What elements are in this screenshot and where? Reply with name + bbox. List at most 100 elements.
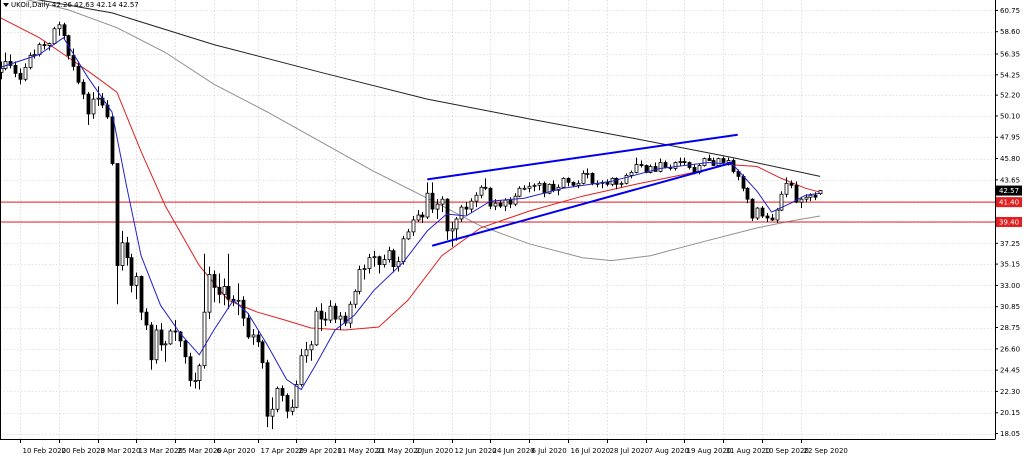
candle-body [624,175,629,184]
candle-body [76,65,81,83]
candle-body [770,217,775,221]
chart-title: UKOil,Daily 42.26 42.63 42.14 42.57 [11,1,139,9]
candle-body [377,256,382,265]
candle-body [62,24,67,37]
candle-body [474,194,479,202]
candle-body [91,98,96,115]
y-tick-label: 60.75 [1000,7,1020,15]
x-tick-label: 10 Sep 2020 [765,447,809,455]
candle-body [425,192,430,218]
candle-body [522,187,527,190]
y-tick-label: 54.25 [1000,71,1020,79]
x-tick-label: 21 May 2020 [377,447,423,455]
candle-body [702,158,707,166]
candle-body [692,167,697,173]
candle-body [483,186,488,189]
x-tick-label: 6 Apr 2020 [217,447,256,455]
x-tick-label: 31 Aug 2020 [726,447,771,455]
candle-body [488,187,493,207]
candle-body [469,200,474,210]
candle-body [154,329,159,361]
candle-body [435,203,440,210]
y-tick-label: 58.60 [1000,28,1020,36]
candle-body [42,44,47,46]
candle-body [226,285,231,300]
candle-body [804,196,809,200]
candle-body [139,276,144,313]
price-label: 39.40 [999,218,1019,226]
ma-mid-layer [0,17,821,331]
candle-body [217,286,222,295]
candle-body [542,182,547,194]
candle-body [173,330,178,333]
candle-body [197,365,202,381]
candle-body [673,162,678,169]
y-tick-label: 18.05 [1000,430,1020,438]
candle-body [513,195,518,205]
candle-body [760,207,765,217]
candle-body [818,190,823,195]
candle-body [454,218,459,230]
candle-body [585,173,590,175]
candle-body [382,259,387,265]
candle-body [639,164,644,166]
x-tick-label: 28 Jul 2020 [610,447,650,455]
price-label: 42.57 [999,187,1019,195]
candle-body [353,290,358,305]
candle-body [256,334,261,343]
candle-body [571,181,576,186]
candle-body [663,162,668,168]
candle-body [168,330,173,345]
x-tick-label: 10 Feb 2020 [23,447,67,455]
candle-body [634,164,639,173]
ma-slow-line [26,0,821,262]
x-tick-label: 20 Feb 2020 [62,447,106,455]
y-tick-label: 56.35 [1000,51,1020,59]
dropdown-triangle-icon[interactable] [3,3,9,7]
candle-body [338,315,343,320]
candle-body [401,238,406,263]
candle-body [678,161,683,163]
candle-body [765,215,770,219]
candle-body [755,207,760,219]
x-tick-label: 16 Jul 2020 [571,447,611,455]
y-tick-label: 28.75 [1000,324,1020,332]
candle-body [508,199,513,205]
candle-body [493,202,498,207]
x-tick-label: 19 Aug 2020 [687,447,732,455]
x-tick-label: 13 Mar 2020 [139,447,183,455]
candle-body [789,182,794,186]
candle-body [309,344,314,351]
x-tick-label: 3 Mar 2020 [101,447,141,455]
candle-body [23,66,28,80]
candle-body [648,166,653,173]
x-tick-label: 6 Jul 2020 [532,447,567,455]
price-label-box [996,197,1022,208]
candle-body [163,343,168,346]
price-label: 41.40 [999,199,1019,207]
candle-body [134,276,139,286]
candle-body [290,406,295,412]
candle-body [430,192,435,210]
candle-body [246,317,251,338]
candle-body [178,331,183,342]
y-tick-label: 30.85 [1000,303,1020,311]
candle-body [614,177,619,185]
candle-body [115,163,120,266]
candle-body [464,206,469,210]
candle-body [362,268,367,270]
candle-body [270,408,275,417]
y-tick-label: 45.80 [1000,155,1020,163]
candle-body [406,231,411,240]
x-tick-label: 2 Jun 2020 [416,447,454,455]
candle-body [52,28,57,45]
candle-body [605,181,610,185]
candle-body [202,311,207,367]
candle-body [808,194,813,198]
candle-body [794,184,799,203]
candle-body [71,55,76,67]
x-tick-label: 11 May 2020 [338,447,384,455]
x-tick-label: 29 Apr 2020 [299,447,342,455]
candle-body [391,250,396,267]
